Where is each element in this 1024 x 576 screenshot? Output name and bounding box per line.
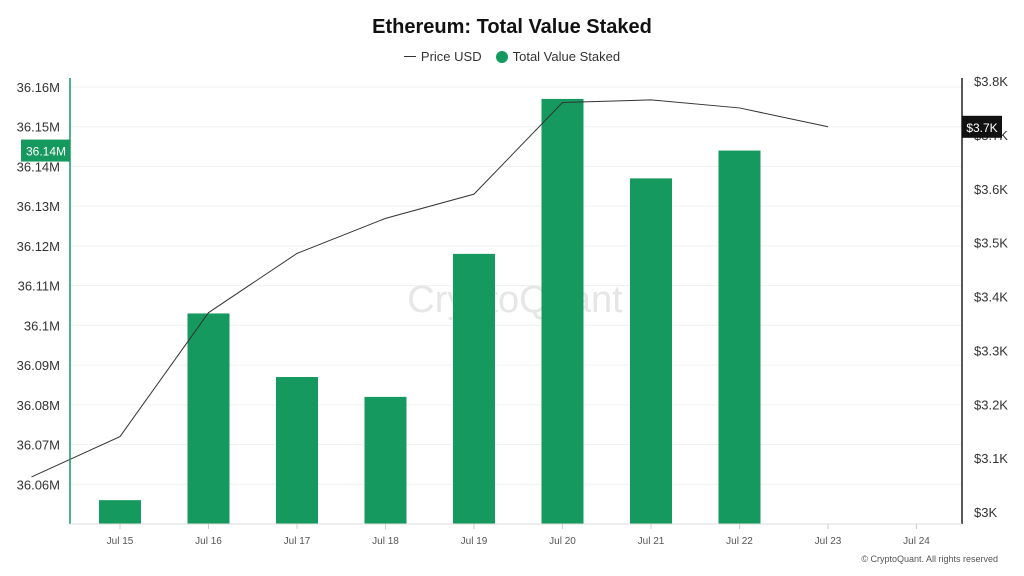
- bar: [630, 178, 672, 524]
- left-tick-label: 36.12M: [17, 239, 60, 254]
- bar: [718, 150, 761, 524]
- x-tick-label: Jul 24: [903, 536, 930, 547]
- legend-item-price[interactable]: Price USD: [403, 49, 482, 64]
- line-swatch-icon: [403, 56, 416, 57]
- x-tick-label: Jul 23: [815, 536, 842, 547]
- left-tick-label: 36.14M: [17, 159, 60, 174]
- bar: [99, 500, 141, 524]
- dot-swatch-icon: [495, 50, 508, 63]
- right-tick-label: $3.1K: [974, 451, 1008, 466]
- left-tick-label: 36.13M: [17, 199, 60, 214]
- left-tick-label: 36.09M: [17, 358, 60, 373]
- right-tick-label: $3.2K: [974, 397, 1008, 412]
- right-tick-label: $3.6K: [974, 182, 1008, 197]
- right-tick-label: $3.8K: [974, 74, 1008, 89]
- bar: [187, 313, 230, 524]
- copyright: © CryptoQuant. All rights reserved: [861, 554, 998, 564]
- right-tick-label: $3.5K: [974, 236, 1008, 251]
- bar: [276, 377, 318, 524]
- left-tick-label: 36.07M: [17, 438, 60, 453]
- bar: [364, 396, 407, 524]
- x-tick-label: Jul 20: [549, 536, 576, 547]
- bar: [541, 98, 584, 524]
- x-tick-label: Jul 16: [195, 536, 222, 547]
- chart-title: Ethereum: Total Value Staked: [372, 16, 652, 38]
- x-tick-label: Jul 19: [461, 536, 488, 547]
- x-tick-label: Jul 22: [726, 536, 753, 547]
- legend-label-staked: Total Value Staked: [512, 49, 621, 64]
- right-value-badge-label: $3.7K: [966, 121, 997, 135]
- right-value-badge: [962, 115, 1002, 138]
- left-tick-label: 36.1M: [24, 318, 60, 333]
- x-tick-label: Jul 17: [284, 536, 311, 547]
- left-value-badge: [21, 139, 70, 162]
- left-tick-label: 36.06M: [17, 477, 60, 492]
- right-tick-label: $3.4K: [974, 290, 1008, 305]
- left-tick-label: 36.08M: [17, 398, 60, 413]
- left-value-badge-label: 36.14M: [26, 145, 66, 159]
- right-tick-label: $3.3K: [974, 343, 1008, 358]
- bar: [453, 253, 495, 524]
- x-tick-label: Jul 15: [107, 536, 134, 547]
- legend-label-price: Price USD: [420, 49, 482, 64]
- x-tick-label: Jul 21: [638, 536, 665, 547]
- watermark: CryptoQuant: [407, 279, 623, 321]
- price-line: [31, 99, 829, 478]
- left-tick-label: 36.15M: [17, 120, 60, 135]
- x-tick-label: Jul 18: [372, 536, 399, 547]
- left-tick-label: 36.11M: [18, 279, 60, 294]
- legend-item-staked[interactable]: Total Value Staked: [495, 49, 621, 64]
- right-tick-label: $3K: [974, 505, 997, 520]
- legend: Price USD Total Value Staked: [0, 49, 1024, 64]
- left-tick-label: 36.16M: [17, 80, 60, 95]
